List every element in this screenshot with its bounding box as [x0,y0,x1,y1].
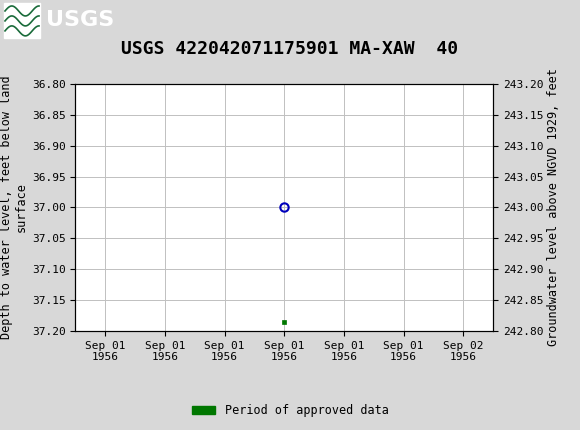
Y-axis label: Groundwater level above NGVD 1929, feet: Groundwater level above NGVD 1929, feet [548,68,560,347]
Legend: Period of approved data: Period of approved data [187,399,393,422]
Text: USGS: USGS [46,10,114,31]
Text: USGS 422042071175901 MA-XAW  40: USGS 422042071175901 MA-XAW 40 [121,40,459,58]
Bar [4,3,40,38]
Y-axis label: Depth to water level, feet below land
surface: Depth to water level, feet below land su… [0,76,28,339]
